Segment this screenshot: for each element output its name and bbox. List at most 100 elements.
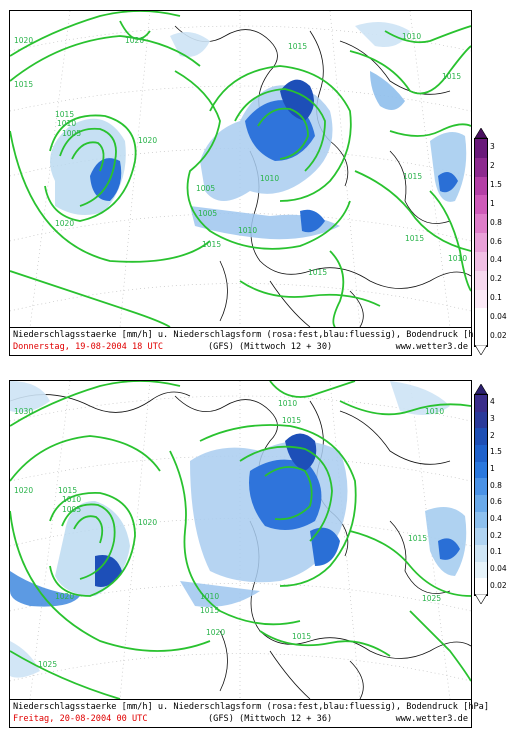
isobar-label: 1015 [288, 42, 307, 51]
legend-color-segment [475, 478, 487, 496]
legend-color-segment [475, 251, 487, 271]
isobar-label: 1005 [62, 505, 81, 514]
legend-label: 0.6 [490, 236, 502, 246]
isobar-label: 1010 [402, 32, 421, 41]
legend-color-segment [475, 578, 487, 596]
isobar-label: 1010 [278, 399, 297, 408]
isobar-label: 1005 [62, 129, 81, 138]
isobar-label: 1010 [200, 592, 219, 601]
legend-color-segment [475, 308, 487, 328]
source-site: www.wetter3.de [395, 342, 468, 352]
color-legend-1: 3 2 1.5 1 0.8 0.6 0.4 0.2 0.1 0.04 0.02 [474, 128, 509, 358]
isobar-label: 1015 [202, 240, 221, 249]
map-caption-2: Niederschlagsstaerke [mm/h] u. Niedersch… [10, 699, 489, 727]
isobar-label: 1010 [260, 174, 279, 183]
legend-label: 0.04 [490, 311, 507, 321]
legend-label: 0.2 [490, 530, 502, 540]
caption-description: Niederschlagsstaerke [mm/h] u. Niedersch… [13, 702, 489, 712]
map-caption-1: Niederschlagsstaerke [mm/h] u. Niedersch… [10, 327, 489, 355]
isobar-label: 1010 [62, 495, 81, 504]
isobar-label: 1015 [55, 110, 74, 119]
isobar-label: 1005 [196, 184, 215, 193]
source-site: www.wetter3.de [395, 714, 468, 724]
legend-color-segment [475, 270, 487, 290]
isobar-label: 1015 [14, 80, 33, 89]
legend-color-segment [475, 327, 487, 347]
isobar-label: 1015 [282, 416, 301, 425]
legend-color-segment [475, 528, 487, 546]
legend-label: 0.6 [490, 497, 502, 507]
legend-color-segment [475, 561, 487, 579]
legend-label: 3 [490, 414, 495, 423]
legend-label: 0.04 [490, 564, 507, 573]
precipitation-map-1: 1020 1015 1020 1010 1005 1015 1010 1005 … [10, 11, 471, 327]
legend-label: 1.5 [490, 447, 502, 457]
isobar-label: 1025 [38, 660, 57, 669]
legend-bottom-arrow [474, 345, 488, 355]
isobar-label: 1015 [403, 172, 422, 181]
legend-color-bar [474, 394, 488, 596]
isobar-label: 1020 [125, 36, 144, 45]
legend-top-arrow [474, 384, 488, 394]
legend-label: 4 [490, 397, 495, 407]
isobar-label: 1020 [14, 36, 33, 45]
isobar-label: 1020 [206, 628, 225, 637]
isobar-label: 1020 [138, 518, 157, 527]
legend-label: 0.1 [490, 292, 502, 302]
legend-label: 1 [490, 198, 495, 208]
legend-color-segment [475, 545, 487, 562]
legend-color-segment [475, 176, 487, 196]
legend-label: 1 [490, 464, 495, 473]
isobar-label: 1010 [425, 407, 444, 416]
legend-color-segment [475, 139, 487, 158]
isobar-label: 1020 [55, 592, 74, 601]
forecast-date: Freitag, 20-08-2004 00 UTC [13, 714, 148, 724]
legend-label: 0.1 [490, 547, 502, 557]
legend-color-segment [475, 461, 487, 479]
legend-label: 3 [490, 142, 495, 152]
legend-label: 0.4 [490, 514, 502, 523]
isobar-label: 1015 [442, 72, 461, 81]
map-panel-1: 1020 1015 1020 1010 1005 1015 1010 1005 … [9, 10, 489, 356]
isobar-label: 1015 [292, 632, 311, 641]
isobar-label: 1005 [198, 209, 217, 218]
isobar-label: 1010 [238, 226, 257, 235]
legend-color-segment [475, 495, 487, 512]
legend-label: 0.8 [490, 480, 502, 490]
legend-bottom-arrow [474, 594, 488, 604]
legend-label: 0.2 [490, 274, 502, 284]
legend-label: 1.5 [490, 180, 502, 190]
legend-color-segment [475, 195, 487, 215]
isobar-label: 1030 [14, 407, 33, 416]
isobar-label: 1010 [448, 254, 467, 263]
legend-color-segment [475, 411, 487, 429]
isobar-label: 1020 [55, 219, 74, 228]
legend-label: 0.02 [490, 580, 507, 590]
legend-color-segment [475, 395, 487, 412]
isobar-label: 1015 [405, 234, 424, 243]
legend-label: 2 [490, 430, 495, 440]
legend-color-segment [475, 428, 487, 446]
legend-color-bar [474, 138, 488, 347]
isobar-label: 1020 [14, 486, 33, 495]
isobar-label: 1015 [200, 606, 219, 615]
color-legend-2: 4 3 2 1.5 1 0.8 0.6 0.4 0.2 0.1 0.04 0.02 [474, 384, 509, 610]
model-run: (GFS) (Mittwoch 12 + 30) [208, 342, 333, 352]
isobar-label: 1025 [422, 594, 441, 603]
legend-color-segment [475, 157, 487, 177]
isobar-label: 1015 [58, 486, 77, 495]
legend-label: 2 [490, 161, 495, 171]
isobar-label: 1015 [408, 534, 427, 543]
model-run: (GFS) (Mittwoch 12 + 36) [208, 714, 333, 724]
isobar-label: 1020 [138, 136, 157, 145]
legend-color-segment [475, 289, 487, 309]
precipitation-map-2: 1030 1020 1015 1010 1005 1020 1025 1020 … [10, 381, 471, 699]
legend-color-segment [475, 445, 487, 462]
legend-color-segment [475, 511, 487, 529]
forecast-date: Donnerstag, 19-08-2004 18 UTC [13, 342, 164, 352]
legend-top-arrow [474, 128, 488, 138]
isobar-label: 1015 [308, 268, 327, 277]
caption-description: Niederschlagsstaerke [mm/h] u. Niedersch… [13, 330, 489, 340]
legend-label: 0.4 [490, 255, 502, 265]
legend-label: 0.02 [490, 330, 507, 340]
